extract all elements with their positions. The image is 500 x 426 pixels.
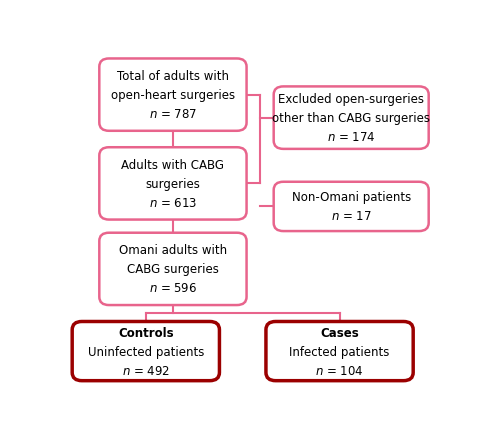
Text: Adults with CABG: Adults with CABG [122,158,224,171]
Text: open-heart surgeries: open-heart surgeries [111,89,235,102]
Text: $n$ = 492: $n$ = 492 [122,364,170,377]
Text: Cases: Cases [320,326,359,339]
FancyBboxPatch shape [72,322,220,381]
FancyBboxPatch shape [274,182,428,231]
Text: $n$ = 596: $n$ = 596 [149,282,197,295]
Text: Controls: Controls [118,326,174,339]
Text: $n$ = 787: $n$ = 787 [149,108,197,121]
Text: Excluded open-surgeries: Excluded open-surgeries [278,93,424,106]
Text: other than CABG surgeries: other than CABG surgeries [272,112,430,125]
Text: Non-Omani patients: Non-Omani patients [292,191,411,204]
FancyBboxPatch shape [274,87,428,150]
Text: CABG surgeries: CABG surgeries [127,263,219,276]
FancyBboxPatch shape [100,59,246,132]
Text: Uninfected patients: Uninfected patients [88,345,204,358]
Text: surgeries: surgeries [146,178,201,190]
Text: $n$ = 613: $n$ = 613 [149,196,197,210]
Text: $n$ = 174: $n$ = 174 [327,131,376,144]
FancyBboxPatch shape [266,322,413,381]
FancyBboxPatch shape [100,233,246,305]
Text: $n$ = 17: $n$ = 17 [331,210,372,223]
Text: Infected patients: Infected patients [290,345,390,358]
FancyBboxPatch shape [100,148,246,220]
Text: Total of adults with: Total of adults with [117,70,229,83]
Text: $n$ = 104: $n$ = 104 [316,364,364,377]
Text: Omani adults with: Omani adults with [119,244,227,257]
